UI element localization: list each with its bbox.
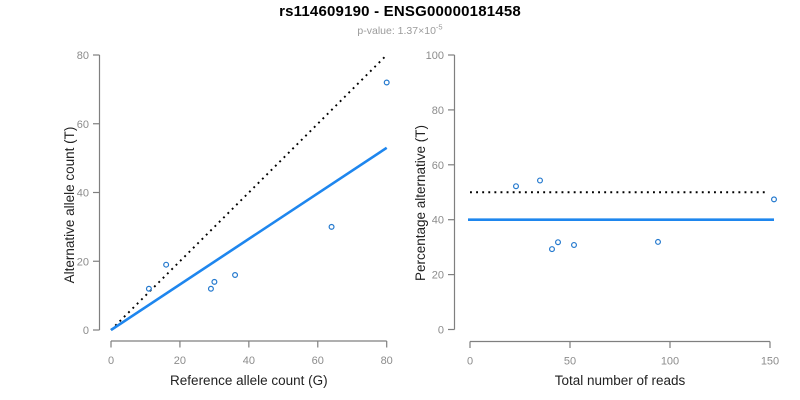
data-point	[207, 285, 214, 292]
right-scatter-panel: 0 20 40 60 80 100 0 50 100 150 Total number of rea…	[413, 50, 779, 388]
y-tick-label: 100	[426, 50, 444, 62]
data-point	[654, 238, 661, 245]
p-value-text: p-value: 1.37×10	[357, 25, 436, 37]
left-scatter-panel: 0 20 40 60 80 0 20 40 60 80 Reference allele count…	[62, 50, 393, 388]
data-point	[145, 285, 152, 292]
x-tick-label: 40	[243, 355, 255, 367]
x-tick-label: 0	[467, 356, 473, 368]
x-tick-label: 150	[761, 356, 779, 368]
identity-line	[110, 54, 388, 331]
data-point	[163, 261, 170, 268]
data-point	[770, 196, 777, 203]
data-point	[232, 272, 239, 279]
data-point	[328, 223, 335, 230]
data-point	[554, 239, 561, 246]
x-tick-label: 80	[381, 355, 393, 367]
x-axis-label: Reference allele count (G)	[170, 373, 328, 388]
data-point	[548, 246, 555, 253]
p-value-exponent: -5	[435, 22, 443, 32]
y-axis-label: Alternative allele count (T)	[62, 127, 77, 284]
y-tick-label: 40	[77, 188, 89, 200]
figure-subtitle: p-value: 1.37×10-5	[0, 22, 800, 37]
x-tick-label: 100	[661, 356, 679, 368]
data-point	[383, 79, 390, 86]
y-tick-label: 20	[432, 270, 444, 282]
data-point	[512, 183, 519, 190]
x-tick-label: 0	[108, 355, 114, 367]
figure-title: rs114609190 - ENSG00000181458	[279, 3, 521, 20]
x-tick-label: 20	[174, 355, 186, 367]
y-tick-label: 0	[438, 325, 444, 337]
y-tick-label: 80	[77, 50, 89, 62]
data-point	[536, 177, 543, 184]
x-tick-label: 50	[564, 356, 576, 368]
x-axis-label: Total number of reads	[555, 373, 686, 388]
data-point	[211, 278, 218, 285]
y-tick-label: 60	[432, 160, 444, 172]
y-axis-label: Percentage alternative (T)	[413, 125, 428, 281]
regression-line	[110, 146, 388, 332]
y-tick-label: 80	[432, 105, 444, 117]
data-point	[570, 241, 577, 248]
y-tick-label: 20	[77, 256, 89, 268]
x-tick-label: 60	[312, 355, 324, 367]
y-tick-label: 40	[432, 215, 444, 227]
y-tick-label: 0	[83, 325, 89, 337]
y-tick-label: 60	[77, 119, 89, 131]
